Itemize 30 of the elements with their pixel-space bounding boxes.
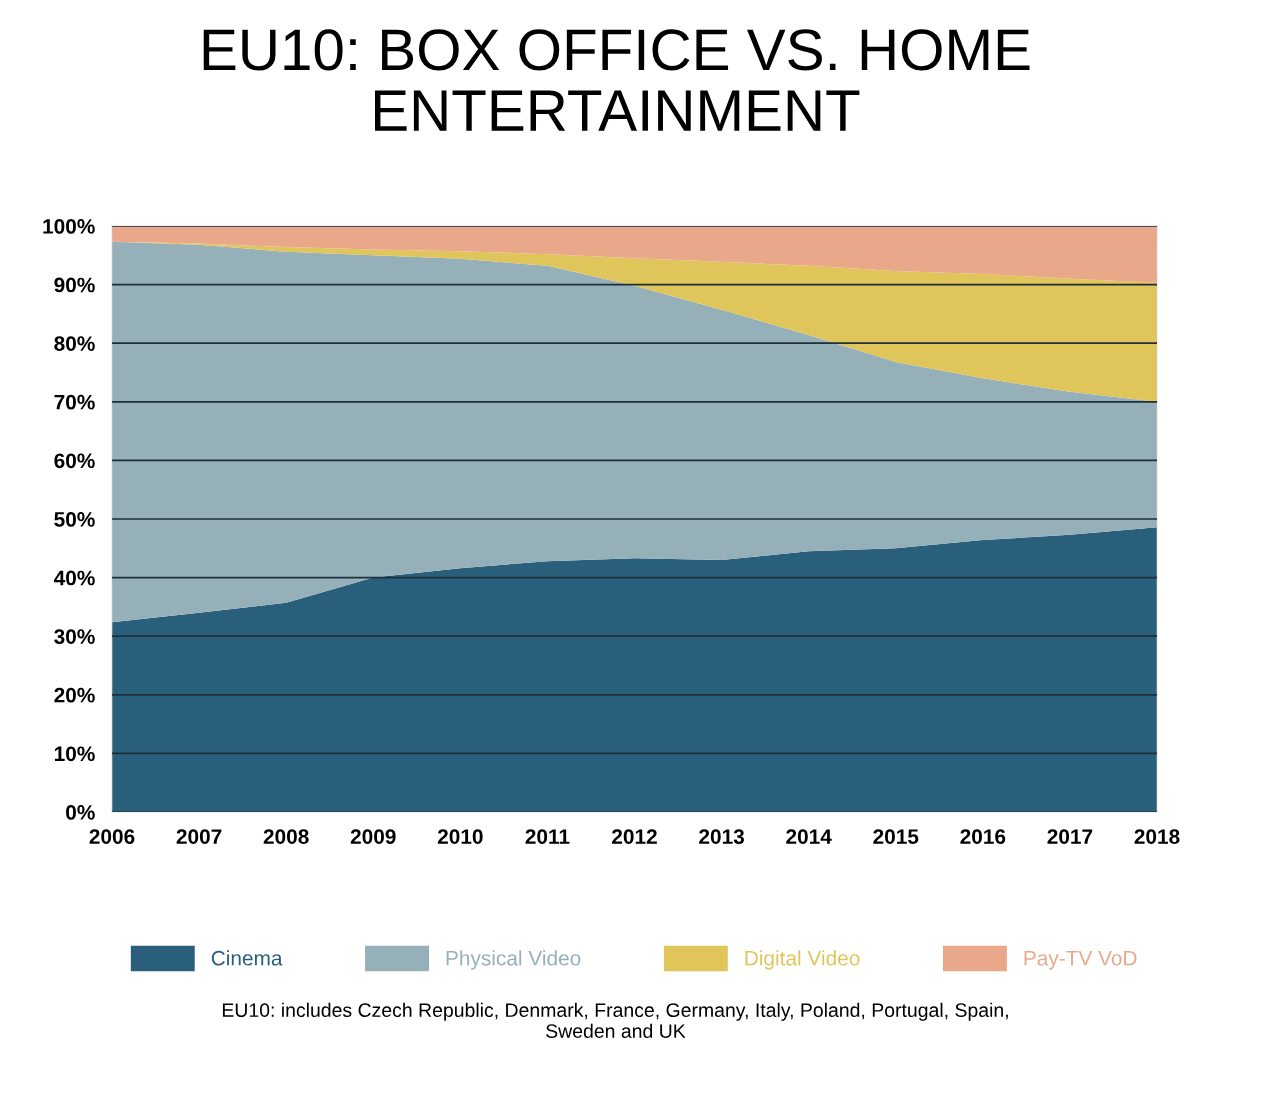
- x-tick-label: 2011: [525, 829, 570, 844]
- legend-label: Pay-TV VoD: [1024, 951, 1137, 970]
- text: EU10: includes Czech Republic, Denmark, France, Germany, Italy, Poland, Portugal, Spain, Sweden and UK: [222, 1002, 1008, 1038]
- y-tick-label: 80%: [54, 336, 95, 351]
- y-tick-label: 0%: [66, 805, 95, 820]
- y-tick-label: 100%: [43, 219, 95, 234]
- y-tick-label: 20%: [54, 687, 95, 703]
- x-tick-label: 2006: [89, 829, 135, 844]
- x-tick-label: 2018: [1134, 829, 1180, 844]
- legend-label: Cinema: [211, 950, 283, 966]
- legend-label: Digital Video: [745, 950, 860, 970]
- x-tick-label: 2007: [176, 829, 222, 844]
- y-tick-label: 30%: [54, 629, 95, 644]
- x-tick-label: 2010: [437, 829, 483, 844]
- chart-title: EU10: BOX OFFICE VS. HOME ENTERTAINMENT: [203, 29, 1030, 131]
- y-tick-label: 60%: [54, 453, 95, 469]
- y-tick-label: 10%: [54, 746, 95, 762]
- x-tick-label: 2015: [873, 829, 919, 844]
- x-tick-label: 2016: [960, 829, 1006, 844]
- y-tick-label: 70%: [54, 394, 95, 410]
- x-tick-label: 2012: [612, 829, 657, 844]
- x-tick-label: 2014: [786, 829, 832, 844]
- x-tick-label: 2009: [350, 829, 396, 844]
- y-tick-label: 90%: [54, 277, 95, 293]
- x-tick-label: 2008: [263, 829, 309, 844]
- y-tick-label: 50%: [54, 512, 95, 527]
- x-tick-label: 2017: [1047, 829, 1093, 844]
- x-tick-label: 2013: [699, 829, 745, 844]
- legend-label: Physical Video: [446, 950, 581, 970]
- y-tick-label: 40%: [53, 570, 95, 586]
